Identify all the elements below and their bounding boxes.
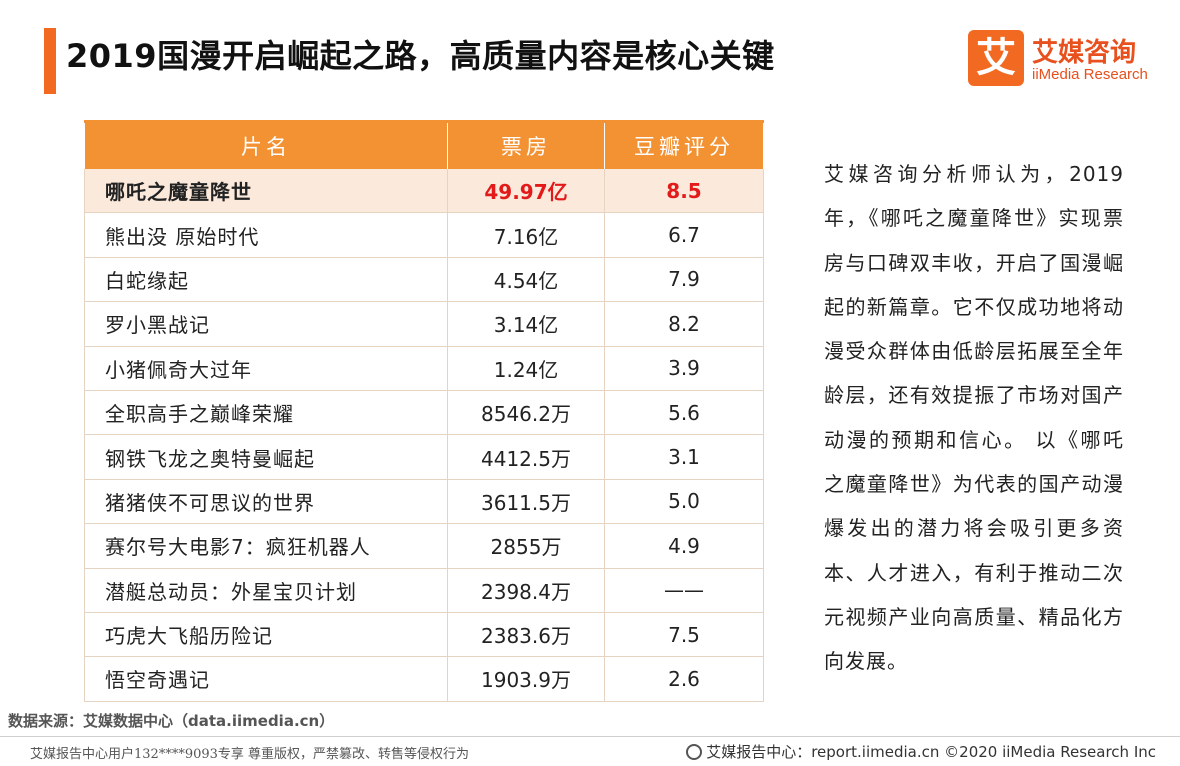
film-box-office: 7.16亿	[447, 212, 605, 258]
report-center-icon	[686, 744, 703, 760]
table-row: 巧虎大飞船历险记 2383.6万 7.5	[84, 612, 764, 658]
film-name: 悟空奇遇记	[84, 656, 448, 702]
analyst-commentary: 艾媒咨询分析师认为，2019年，《哪吒之魔童降世》实现票房与口碑双丰收，开启了国…	[824, 162, 1124, 674]
footer-copyright-notice: 艾媒报告中心用户132****9093专享 尊重版权，严禁篡改、转售等侵权行为	[30, 747, 470, 762]
film-score: 6.7	[604, 212, 764, 258]
film-score: 4.9	[604, 523, 764, 569]
film-name: 赛尔号大电影7：疯狂机器人	[84, 523, 448, 569]
table-row: 潜艇总动员：外星宝贝计划 2398.4万 ——	[84, 568, 764, 613]
footer-report-link: 艾媒报告中心：report.iimedia.cn ©2020 iiMedia R…	[686, 741, 1156, 762]
data-source: 数据来源：艾媒数据中心（data.iimedia.cn）	[8, 712, 335, 730]
film-score: 7.5	[604, 612, 764, 658]
film-box-office: 49.97亿	[447, 169, 605, 214]
brand-name-cn: 艾媒咨询	[1032, 38, 1137, 68]
film-box-office: 4412.5万	[447, 434, 605, 480]
table-row: 熊出没 原始时代 7.16亿 6.7	[84, 212, 764, 258]
film-score: 7.9	[604, 257, 764, 303]
table-row: 赛尔号大电影7：疯狂机器人 2855万 4.9	[84, 523, 764, 569]
film-name: 全职高手之巅峰荣耀	[84, 390, 448, 436]
header-douban-score: 豆瓣评分	[604, 120, 764, 169]
table-row: 全职高手之巅峰荣耀 8546.2万 5.6	[84, 390, 764, 436]
film-name: 钢铁飞龙之奥特曼崛起	[84, 434, 448, 480]
film-score: 8.5	[604, 169, 764, 214]
film-name: 熊出没 原始时代	[84, 212, 448, 258]
title-accent-bar	[44, 28, 56, 94]
film-name: 哪吒之魔童降世	[84, 169, 448, 214]
film-box-office: 2398.4万	[447, 568, 605, 613]
film-score: ——	[604, 568, 764, 613]
film-score: 3.9	[604, 346, 764, 391]
film-score: 2.6	[604, 656, 764, 702]
brand-logo-icon: 艾	[968, 30, 1024, 86]
film-name: 白蛇缘起	[84, 257, 448, 303]
film-name: 巧虎大飞船历险记	[84, 612, 448, 658]
film-box-office: 8546.2万	[447, 390, 605, 436]
brand-name-en: iiMedia Research	[1032, 66, 1148, 83]
page-title: 2019国漫开启崛起之路，高质量内容是核心关键	[66, 37, 775, 75]
table-row: 罗小黑战记 3.14亿 8.2	[84, 301, 764, 347]
film-box-office: 3.14亿	[447, 301, 605, 347]
table-row: 哪吒之魔童降世 49.97亿 8.5	[84, 169, 764, 214]
film-score: 5.0	[604, 479, 764, 525]
film-score: 3.1	[604, 434, 764, 480]
film-score: 8.2	[604, 301, 764, 347]
table-header-row: 片名 票房 豆瓣评分	[84, 120, 764, 169]
header-film-name: 片名	[84, 120, 448, 169]
film-name: 潜艇总动员：外星宝贝计划	[84, 568, 448, 613]
header-box-office: 票房	[447, 120, 605, 169]
footer-divider	[0, 736, 1180, 737]
table-row: 白蛇缘起 4.54亿 7.9	[84, 257, 764, 303]
table-row: 小猪佩奇大过年 1.24亿 3.9	[84, 346, 764, 391]
table-row: 猪猪侠不可思议的世界 3611.5万 5.0	[84, 479, 764, 525]
film-box-office: 3611.5万	[447, 479, 605, 525]
film-name: 罗小黑战记	[84, 301, 448, 347]
footer-report-text: 艾媒报告中心：report.iimedia.cn ©2020 iiMedia R…	[706, 743, 1156, 761]
brand-logo-group: 艾 艾媒咨询 iiMedia Research	[968, 30, 1168, 88]
film-box-office: 1903.9万	[447, 656, 605, 702]
film-score: 5.6	[604, 390, 764, 436]
film-box-office: 2855万	[447, 523, 605, 569]
table-row: 悟空奇遇记 1903.9万 2.6	[84, 656, 764, 702]
film-name: 猪猪侠不可思议的世界	[84, 479, 448, 525]
box-office-table: 片名 票房 豆瓣评分 哪吒之魔童降世 49.97亿 8.5 熊出没 原始时代 7…	[84, 120, 764, 702]
table-row: 钢铁飞龙之奥特曼崛起 4412.5万 3.1	[84, 434, 764, 480]
film-box-office: 1.24亿	[447, 346, 605, 391]
film-box-office: 4.54亿	[447, 257, 605, 303]
film-box-office: 2383.6万	[447, 612, 605, 658]
film-name: 小猪佩奇大过年	[84, 346, 448, 391]
